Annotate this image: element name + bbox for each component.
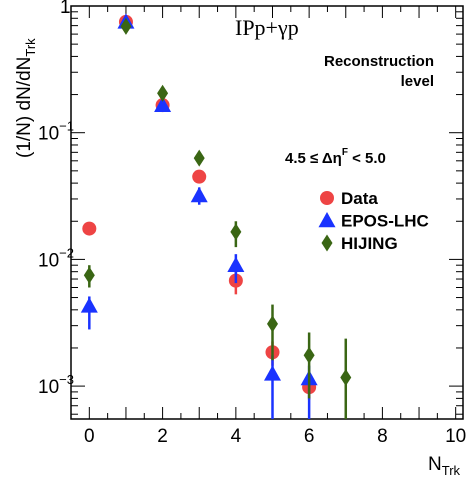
reco-label-line1: Reconstruction	[324, 53, 434, 70]
y-axis-title-main: (1/N) dN/dN	[14, 57, 35, 158]
series-epos-lhc	[80, 13, 318, 419]
data-point-triangle	[190, 186, 208, 203]
data-point-diamond	[120, 17, 132, 35]
data-point-diamond	[303, 346, 315, 364]
data-point-diamond	[83, 266, 95, 284]
y-tick-exponent: −3	[59, 372, 74, 387]
legend-label: EPOS-LHC	[341, 212, 429, 231]
x-tick-label: 0	[84, 426, 95, 447]
y-tick-label: 10−1	[38, 119, 74, 145]
data-point-triangle	[227, 256, 245, 272]
axis-ticks	[71, 5, 463, 419]
plot-frame	[70, 5, 464, 420]
y-tick-label: 10−3	[38, 372, 74, 398]
y-tick-label: 1	[60, 0, 71, 18]
y-tick-exponent: −2	[59, 245, 74, 260]
data-point-circle	[192, 169, 207, 184]
process-label: IPp+γp	[235, 15, 299, 40]
data-point-diamond	[193, 149, 205, 167]
x-axis-title-sub: Trk	[442, 463, 461, 478]
data-point-triangle	[154, 96, 172, 112]
data-point-triangle	[318, 212, 336, 228]
x-tick-label: 6	[304, 426, 315, 447]
data-point-diamond	[157, 84, 169, 102]
cut-label-tail: < 5.0	[348, 150, 386, 167]
cut-label: 4.5 ≤ ΔηF < 5.0	[285, 147, 386, 167]
legend-label: Data	[341, 189, 378, 208]
data-point-triangle	[263, 365, 281, 381]
data-point-triangle	[80, 297, 98, 313]
series-hijing	[83, 17, 352, 419]
x-tick-label: 8	[377, 426, 388, 447]
cut-label-sup: F	[342, 147, 348, 158]
cut-label-main: 4.5 ≤ Δη	[285, 150, 342, 167]
data-point-diamond	[340, 368, 352, 386]
x-tick-label: 10	[445, 426, 466, 447]
data-point-diamond	[321, 234, 333, 252]
axis-tick-labels: 0 2 4 6 8 10 10−3 10−2 10−1 1	[38, 0, 466, 447]
x-axis-title-main: N	[428, 454, 442, 475]
y-tick-label: 10−2	[38, 245, 74, 271]
data-series	[80, 13, 352, 419]
legend: Data EPOS-LHC HIJING	[318, 189, 429, 253]
x-tick-label: 2	[157, 426, 168, 447]
y-tick-exponent: −1	[59, 119, 74, 134]
y-axis-title-sub: Trk	[23, 38, 38, 57]
x-tick-label: 4	[231, 426, 242, 447]
data-point-circle	[82, 221, 97, 236]
data-point-diamond	[266, 315, 278, 333]
y-axis-title: (1/N) dN/dNTrk	[14, 38, 38, 158]
data-point-diamond	[230, 223, 242, 241]
data-point-circle	[320, 191, 334, 205]
legend-label: HIJING	[341, 234, 398, 253]
series-data	[82, 14, 317, 400]
x-axis-title: NTrk	[428, 454, 461, 478]
reco-label-line2: level	[401, 73, 434, 90]
